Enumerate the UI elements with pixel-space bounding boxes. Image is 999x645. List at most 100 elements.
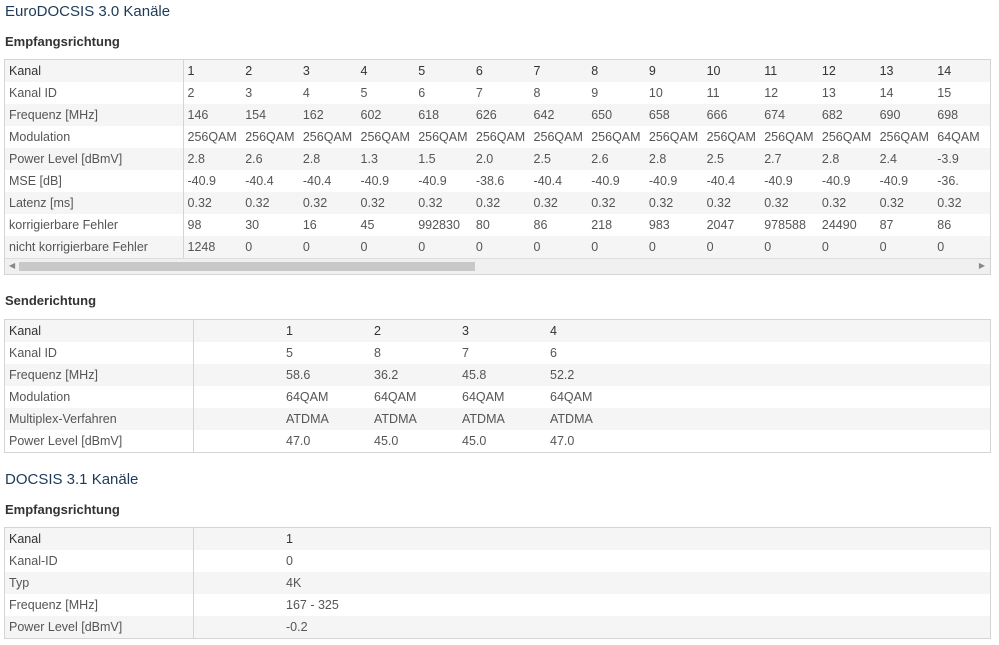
row-label: Frequenz [MHz] xyxy=(5,594,194,616)
row-label: nicht korrigierbare Fehler xyxy=(5,236,184,258)
table-cell: 2.7 xyxy=(760,148,818,170)
scroll-right-icon[interactable]: ▶ xyxy=(978,261,985,270)
table-cell: -40.9 xyxy=(879,174,909,188)
table-cell: 45.0 xyxy=(374,434,399,448)
table-cell: 256QAM xyxy=(302,130,353,144)
scrollbar-thumb[interactable] xyxy=(19,262,475,271)
row-label: Power Level [dBmV] xyxy=(5,430,194,452)
table-cell: 1 xyxy=(282,320,370,342)
table-cell: 682 xyxy=(817,104,876,126)
row-label: MSE [dB] xyxy=(5,170,184,192)
table-cell: 2.0 xyxy=(471,148,530,170)
row-label: Kanal xyxy=(5,320,194,342)
table-cell: 218 xyxy=(591,218,613,232)
table-cell: ATDMA xyxy=(458,408,546,430)
table-cell: -3.9 xyxy=(933,148,990,170)
table-cell: 146 xyxy=(183,104,242,126)
table-cell: -38.6 xyxy=(475,174,505,188)
table-cell: -40.9 xyxy=(764,174,793,188)
table-cell: ATDMA xyxy=(370,408,458,430)
table-cell: -40.9 xyxy=(187,174,217,188)
table-cell: 256QAM xyxy=(187,130,237,144)
table-cell: -36. xyxy=(937,174,959,188)
table-cell: 8 xyxy=(587,60,645,82)
table-cell: 6 xyxy=(418,86,426,100)
table-row: Power Level [dBmV] -0.2 xyxy=(5,616,990,638)
table-cell: 256QAM xyxy=(879,130,929,144)
table-cell: 256QAM xyxy=(648,130,699,144)
row-label: Kanal xyxy=(5,60,184,82)
spacer-cell xyxy=(193,408,282,430)
table-cell: 64QAM xyxy=(937,130,980,144)
filler-cell xyxy=(370,550,990,572)
table-row: nicht korrigierbare Fehler 1248 0 0 0 0 0 0 0 0 0 0… xyxy=(5,236,990,258)
table-row: Kanal ID 5 8 7 6 xyxy=(5,342,990,364)
table-cell: 16 xyxy=(302,218,317,232)
table-cell: 14 xyxy=(879,86,894,100)
table-cell: 0.32 xyxy=(241,192,299,214)
table-cell: 2.6 xyxy=(241,148,299,170)
table-cell: 2 xyxy=(370,320,458,342)
euro-upstream-heading: Senderichtung xyxy=(5,293,97,308)
table-cell: 5 xyxy=(360,86,368,100)
table-row: Power Level [dBmV] 47.0 45.0 45.0 47.0 xyxy=(5,430,990,452)
table-cell: 690 xyxy=(875,104,934,126)
scroll-left-icon[interactable]: ◀ xyxy=(9,261,16,270)
table-cell: 36.2 xyxy=(370,364,458,386)
table-cell: 0 xyxy=(587,236,645,258)
horizontal-scrollbar[interactable]: ◀ ▶ xyxy=(5,258,990,274)
table-cell: 80 xyxy=(475,218,490,232)
row-label: Kanal ID xyxy=(5,82,184,104)
filler-cell xyxy=(634,430,990,452)
filler-cell xyxy=(370,616,990,638)
table-cell: -40.9 xyxy=(648,174,678,188)
table-row: MSE [dB] -40.9 -40.4 -40.4 -40.9 -40.9 -38.6 -4… xyxy=(5,170,990,192)
table-cell: 64QAM xyxy=(550,390,593,404)
table-cell: 2047 xyxy=(706,218,735,232)
table-cell: 0 xyxy=(471,236,530,258)
table-cell: 992830 xyxy=(418,218,460,232)
filler-cell xyxy=(634,342,990,364)
docsis31-downstream-heading: Empfangsrichtung xyxy=(5,502,120,517)
row-label: Multiplex-Verfahren xyxy=(5,408,194,430)
table-cell: 167 - 325 xyxy=(286,598,339,612)
table-cell: 602 xyxy=(356,104,415,126)
row-label: Typ xyxy=(5,572,194,594)
table-cell: -40.4 xyxy=(245,174,274,188)
row-label: Power Level [dBmV] xyxy=(5,148,184,170)
table-cell: 0.32 xyxy=(644,192,703,214)
table-cell: -40.4 xyxy=(706,174,736,188)
table-cell: 0 xyxy=(760,236,818,258)
table-cell: 9 xyxy=(644,60,703,82)
table-cell: 0.32 xyxy=(471,192,530,214)
table-cell: 10 xyxy=(648,86,663,100)
table-cell: 5 xyxy=(414,60,472,82)
row-label: Frequenz [MHz] xyxy=(5,104,184,126)
table-cell: 0.32 xyxy=(760,192,818,214)
spacer-cell xyxy=(194,430,283,452)
table-row: Modulation 64QAM 64QAM 64QAM 64QAM xyxy=(5,386,990,408)
euro-downstream-heading: Empfangsrichtung xyxy=(5,34,120,49)
spacer-cell xyxy=(194,342,283,364)
table-row: Frequenz [MHz] 146 154 162 602 618 626 642 650 65… xyxy=(5,104,990,126)
table-cell: -40.4 xyxy=(533,174,563,188)
spacer-cell xyxy=(193,528,282,550)
docsis31-downstream-table: Kanal 1 Kanal-ID 0 Typ 4K Frequenz [MHz] 167 - … xyxy=(4,527,991,639)
table-cell: 0.32 xyxy=(702,192,761,214)
table-cell: 256QAM xyxy=(764,130,814,144)
table-cell: 0 xyxy=(702,236,761,258)
table-cell: 52.2 xyxy=(546,364,634,386)
table-cell: 3 xyxy=(245,86,253,100)
table-cell: 1 xyxy=(183,60,242,82)
spacer-cell xyxy=(193,364,282,386)
spacer-cell xyxy=(193,616,282,638)
table-cell: 0.32 xyxy=(298,192,357,214)
table-cell: 7 xyxy=(475,86,483,100)
table-cell: 0 xyxy=(414,236,472,258)
table-cell: 0.32 xyxy=(356,192,415,214)
table-cell: -40.9 xyxy=(591,174,620,188)
table-cell: -40.9 xyxy=(360,174,390,188)
table-cell: 86 xyxy=(533,218,548,232)
table-cell: 642 xyxy=(529,104,588,126)
row-label: Kanal ID xyxy=(5,342,194,364)
